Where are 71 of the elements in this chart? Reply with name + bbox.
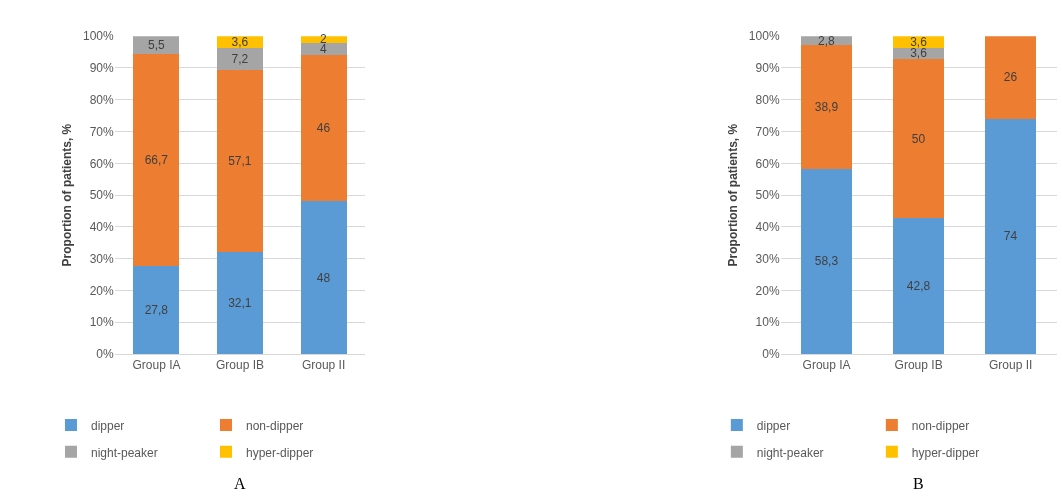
legend-label: hyper-dipper [245,445,314,460]
x-tick-label: Group IA [132,358,181,373]
x-tick-label: Group II [301,358,346,373]
x-tick-label: Group II [988,358,1033,373]
y-tick-label: 70% [89,124,115,139]
bar [217,252,263,355]
y-tick-label: 90% [755,61,780,76]
data-label: 74 [1003,229,1018,244]
y-tick-label: 40% [755,220,780,235]
y-tick-label: 40% [89,220,115,235]
data-label: 26 [1003,70,1018,85]
bar [985,118,1036,355]
data-label: 5,5 [147,37,165,52]
y-axis-title: Proportion of patients, % [60,123,75,267]
data-label: 2,8 [818,33,836,48]
x-tick-label: Group IB [894,358,943,373]
y-axis-title: Proportion of patients, % [726,123,741,267]
y-tick-label: 0% [96,347,115,362]
y-tick-label: 0% [762,347,780,362]
legend-label: hyper-dipper [911,445,980,460]
y-tick-label: 10% [755,315,780,330]
data-label: 3,6 [231,34,249,49]
y-tick-label: 20% [89,283,115,298]
text: B [913,475,924,492]
y-tick-label: 60% [89,156,115,171]
data-label: 58,3 [814,254,839,269]
bar [217,70,263,253]
y-tick-label: 50% [89,188,115,203]
y-tick-label: 60% [755,156,780,171]
data-label: 7,2 [231,52,249,67]
data-label: 3,6 [910,46,928,61]
data-label: 38,9 [814,99,839,114]
y-tick-label: 20% [755,283,780,298]
bar [893,59,944,219]
bar [217,47,263,71]
legend-label: dipper [90,418,125,433]
bar [985,36,1036,119]
x-tick-label: Group IA [802,358,851,373]
data-label: 27,8 [144,302,169,317]
text: A [234,475,246,492]
bar [300,55,347,202]
y-tick-label: 90% [89,61,115,76]
legend-label: night-peaker [90,445,158,460]
data-label: 50 [911,131,926,146]
legend-label: non-dipper [911,418,970,433]
bar [133,265,180,355]
y-tick-label: 10% [89,315,115,330]
y-tick-label: 80% [755,92,780,107]
legend-label: dipper [756,418,791,433]
y-tick-label: 30% [89,251,115,266]
y-tick-label: 70% [755,124,780,139]
bar [133,53,180,266]
data-label: 48 [316,270,331,285]
y-tick-label: 100% [748,29,780,44]
y-tick-label: 100% [82,29,115,44]
bar [801,168,852,355]
y-tick-label: 30% [755,251,780,266]
bar [801,45,852,169]
y-tick-label: 80% [89,92,115,107]
data-label: 32,1 [228,296,252,311]
y-tick-label: 50% [755,188,780,203]
bar [893,218,944,355]
data-label: 46 [316,121,331,136]
bar [300,201,347,355]
data-label: 66,7 [144,152,169,167]
data-label: 3,6 [910,34,928,49]
legend-label: non-dipper [245,418,304,433]
x-tick-label: Group IB [216,358,265,373]
data-label: 42,8 [906,279,931,294]
data-label: 57,1 [228,154,252,169]
legend-label: night-peaker [756,445,824,460]
